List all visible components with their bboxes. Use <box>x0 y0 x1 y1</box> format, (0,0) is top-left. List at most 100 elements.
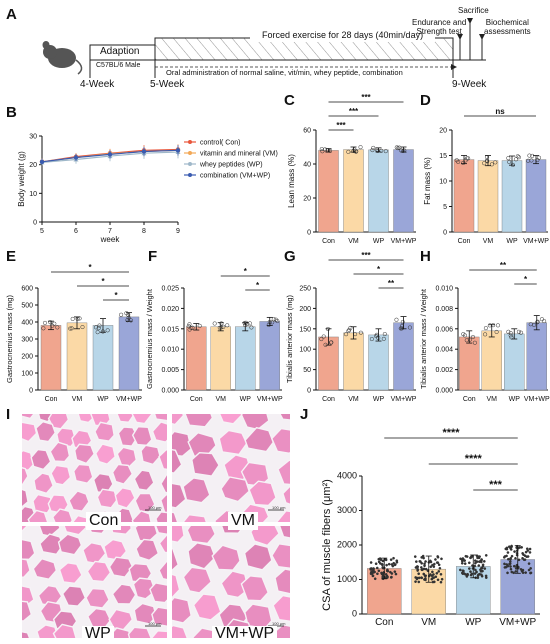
histology-image-vm <box>172 414 290 522</box>
data-point <box>506 571 509 575</box>
data-point <box>376 572 379 576</box>
data-point <box>485 159 490 164</box>
muscle-fiber <box>184 414 214 428</box>
data-point <box>266 322 271 327</box>
muscle-fiber <box>61 585 87 607</box>
data-point <box>463 559 467 562</box>
bar-vm-wp <box>393 322 414 391</box>
data-point <box>141 149 147 154</box>
data-point <box>526 555 530 558</box>
y-tick-label: 0.020 <box>161 306 179 313</box>
data-point <box>528 322 533 327</box>
muscle-fiber <box>192 593 222 621</box>
data-point <box>390 575 393 579</box>
panel-label-d: D <box>420 92 431 109</box>
data-point <box>385 563 388 567</box>
data-point <box>521 556 524 560</box>
muscle-fiber <box>22 421 38 443</box>
scalebar-label-con: 100 μm <box>148 505 162 510</box>
data-point <box>506 156 511 161</box>
muscle-fiber <box>140 444 161 466</box>
data-point <box>323 147 328 152</box>
data-point <box>481 569 484 573</box>
data-point <box>509 565 512 568</box>
muscle-fiber <box>248 480 277 507</box>
muscle-fiber <box>240 575 270 602</box>
muscle-fiber <box>131 510 152 522</box>
oral-admin-label: Oral administration of normal saline, vi… <box>166 68 403 77</box>
bar-vm <box>210 326 231 391</box>
data-point <box>512 564 516 568</box>
legend-marker <box>188 151 192 155</box>
muscle-fiber <box>276 510 290 522</box>
bar-con <box>318 150 339 233</box>
x-tick-label: Con <box>190 396 203 403</box>
data-point <box>460 558 464 562</box>
data-point <box>431 570 434 574</box>
muscle-fiber <box>131 414 153 425</box>
muscle-fiber <box>160 473 167 494</box>
significance-label: *** <box>361 251 371 260</box>
data-point <box>524 571 528 574</box>
muscle-fiber <box>116 414 136 423</box>
data-point <box>508 560 512 563</box>
muscle-fiber <box>172 430 193 457</box>
significance-label: *** <box>361 93 371 102</box>
muscle-fiber <box>132 577 157 600</box>
muscle-fiber <box>22 538 36 560</box>
data-point <box>55 325 60 330</box>
data-point <box>375 566 379 570</box>
x-tick-label: VM+WP <box>116 396 142 403</box>
y-tick-label: 50 <box>303 367 311 374</box>
muscle-fiber <box>111 463 134 485</box>
data-point <box>93 325 99 330</box>
week9-label: 9-Week <box>452 79 487 90</box>
muscle-fiber <box>186 526 217 545</box>
data-point <box>482 560 486 563</box>
y-tick-label: 100 <box>21 371 33 378</box>
data-point <box>95 330 100 335</box>
data-point <box>175 148 181 153</box>
data-point <box>432 573 435 576</box>
data-point <box>503 562 506 566</box>
x-tick-label: WP <box>373 238 385 245</box>
y-tick-label: 2000 <box>337 540 357 550</box>
data-point <box>423 562 426 566</box>
data-point <box>458 568 462 572</box>
muscle-fiber <box>50 464 72 486</box>
data-point <box>417 580 421 584</box>
data-point <box>510 544 513 548</box>
muscle-fiber <box>72 463 94 484</box>
data-point <box>436 561 440 565</box>
data-point <box>473 564 477 568</box>
data-point <box>390 563 394 566</box>
x-tick-label: VM+WP <box>391 396 417 403</box>
biochemical-label: Biochemical assessments <box>484 18 531 36</box>
bar-con <box>459 336 480 391</box>
data-point <box>469 570 472 573</box>
x-tick-label: WP <box>240 396 252 403</box>
data-point <box>344 332 349 337</box>
y-tick-label: 5 <box>443 204 447 211</box>
data-point <box>462 333 467 338</box>
y-tick-label: 150 <box>299 326 311 333</box>
muscle-fiber <box>271 543 290 569</box>
data-point <box>415 565 419 568</box>
data-point <box>535 319 540 324</box>
muscle-fiber <box>243 543 273 571</box>
panel-label-f: F <box>148 248 158 265</box>
data-point <box>424 560 427 563</box>
histology-label-con: Con <box>86 512 122 530</box>
data-point <box>275 318 280 324</box>
data-point <box>527 568 531 572</box>
x-tick-label: VM <box>421 617 436 628</box>
muscle-fiber <box>278 526 290 539</box>
bar-wp <box>92 325 114 391</box>
scalebar-label-vmwp: 100 μm <box>272 621 286 626</box>
y-tick-label: 200 <box>299 306 311 313</box>
week4-label: 4-Week <box>80 79 115 90</box>
y-tick-label: 300 <box>21 337 33 344</box>
muscle-fiber <box>172 482 187 509</box>
muscle-fiber <box>172 511 179 522</box>
muscle-fiber <box>172 448 183 474</box>
